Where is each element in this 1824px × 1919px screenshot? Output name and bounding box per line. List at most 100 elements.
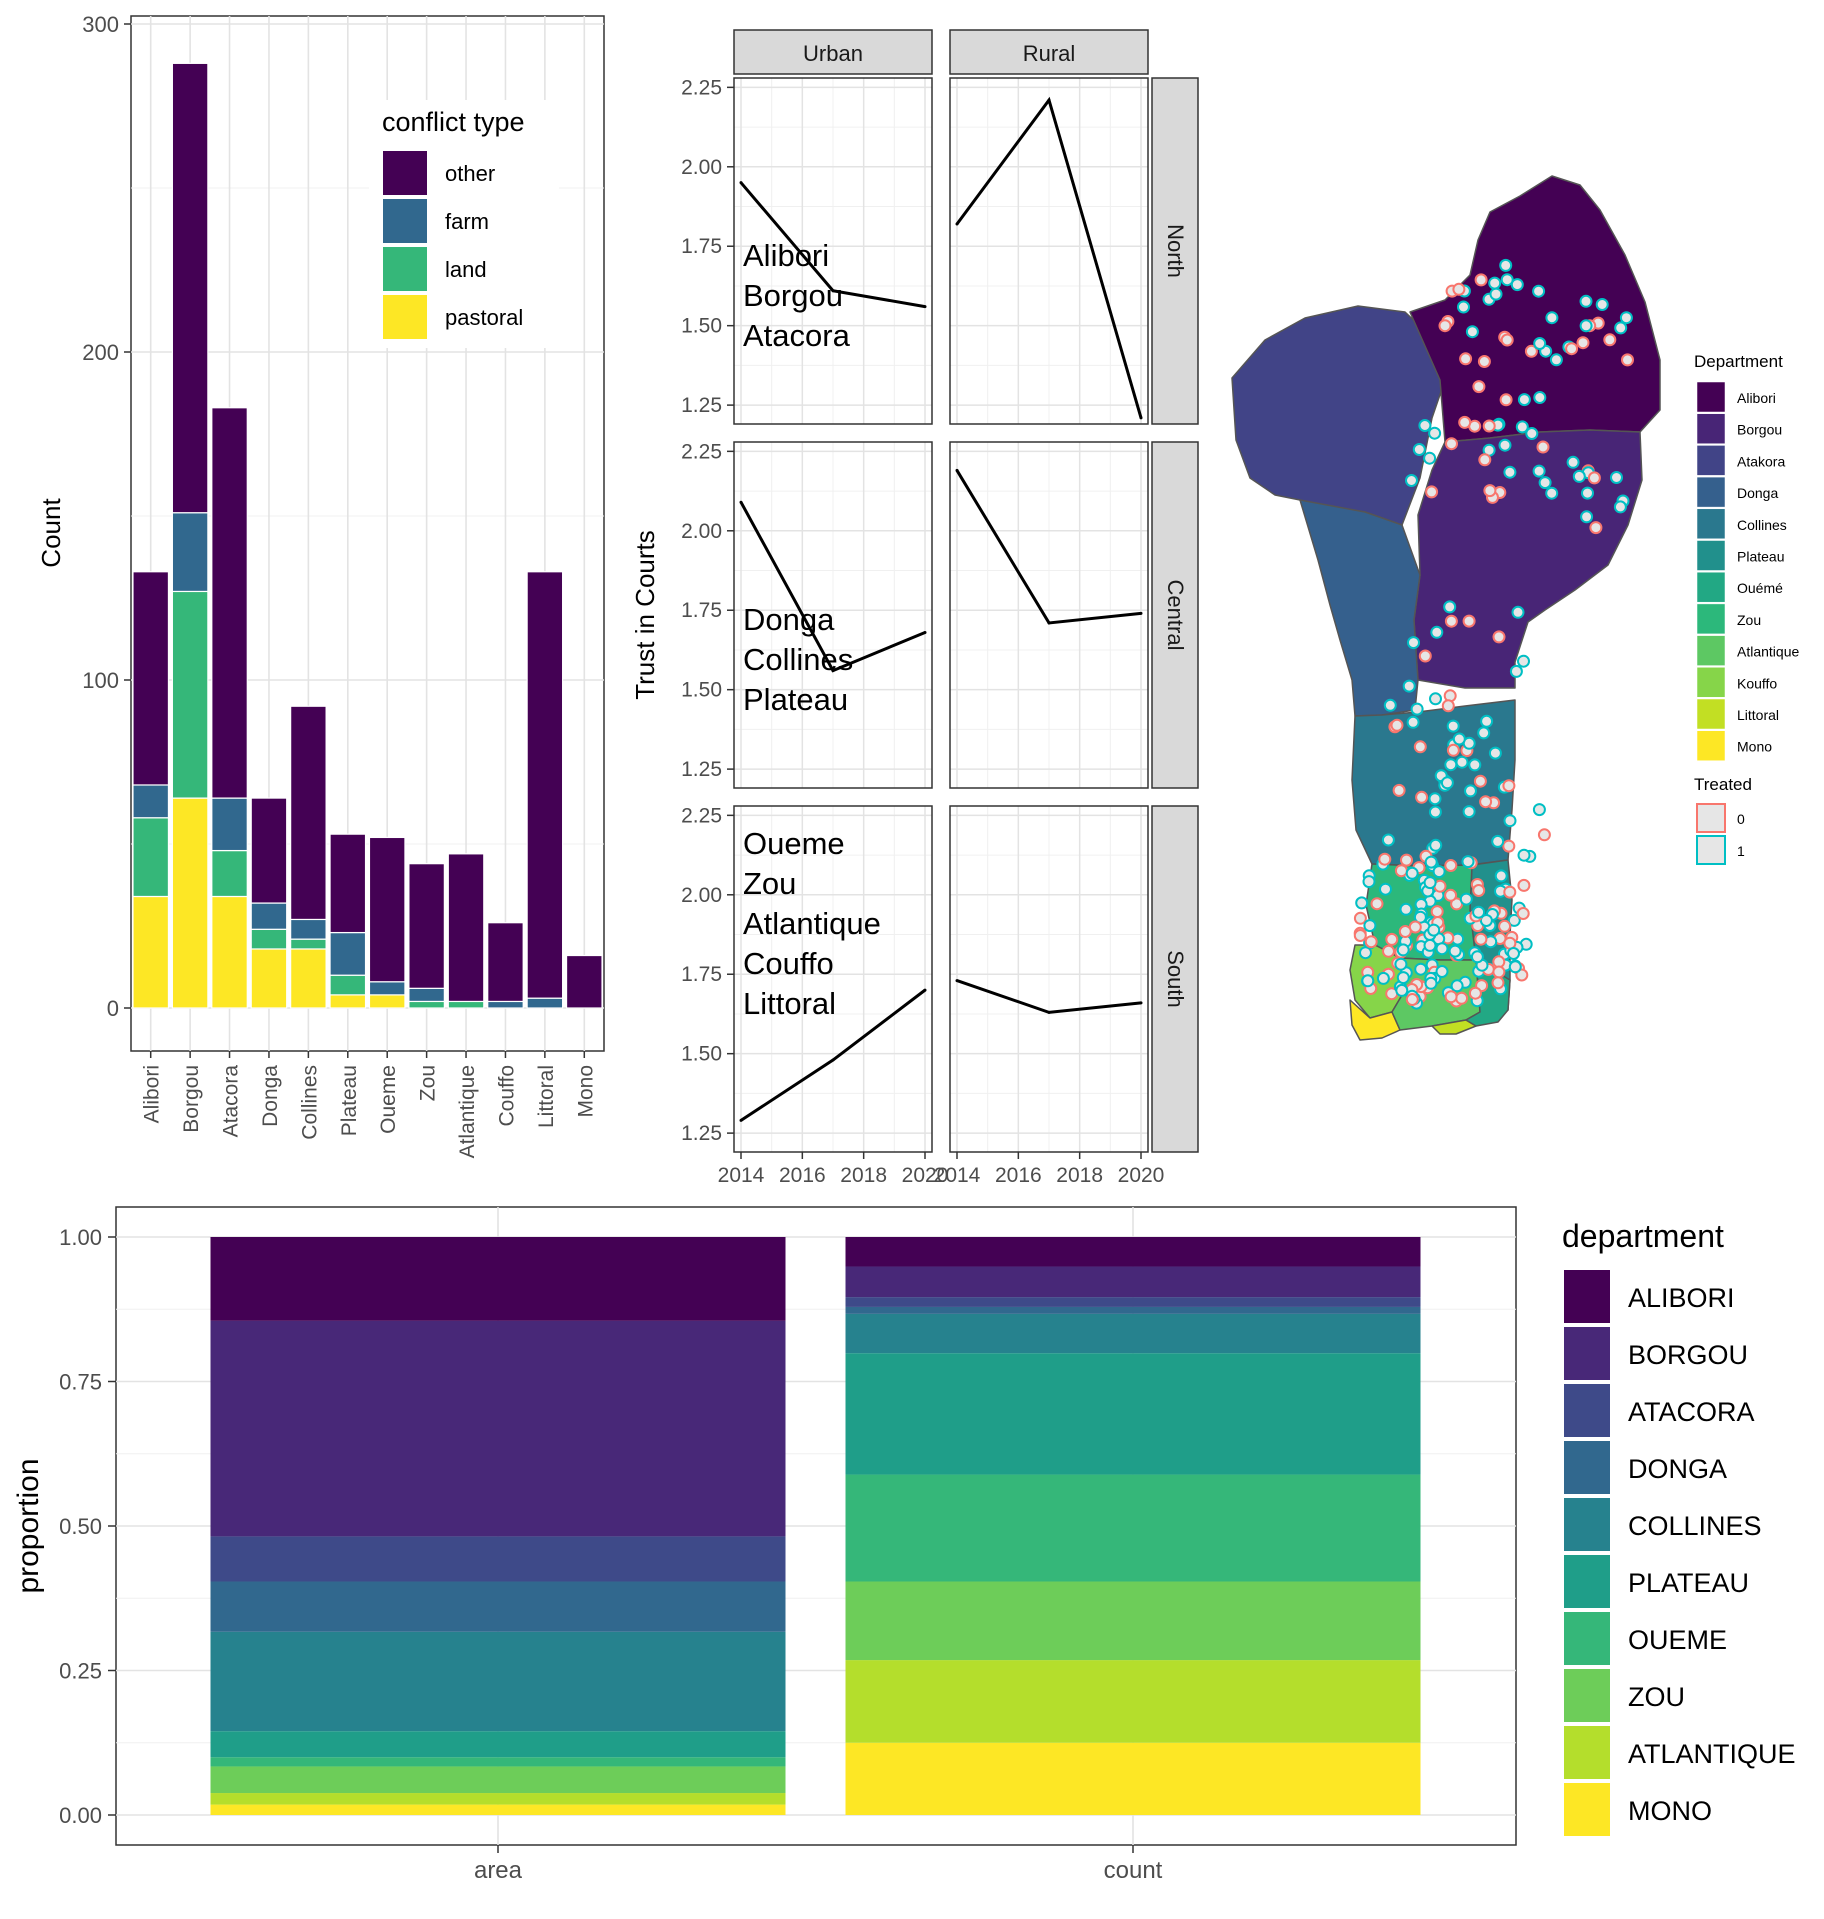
bar-alibori-farm <box>132 784 170 819</box>
treated-dot-0 <box>1517 878 1531 892</box>
treated-dot-0 <box>1491 976 1505 990</box>
treated-dot-1 <box>1457 300 1470 314</box>
legend-label-collines: COLLINES <box>1628 1511 1762 1541</box>
bar-area-collines <box>210 1631 786 1732</box>
legend-label-zou: Zou <box>1737 612 1761 628</box>
treated-dot-1 <box>1566 455 1580 469</box>
y-tick-label: 2.25 <box>681 440 722 463</box>
x-tick-label-atlantique: Atlantique <box>456 1065 479 1158</box>
y-tick-label: 1.75 <box>681 235 722 258</box>
trust-line-chart: Urban Rural North Central South Alibori Borgo… <box>630 29 1199 1187</box>
treated-dot-0 <box>1536 440 1550 454</box>
x-tick-label: 2016 <box>779 1164 826 1187</box>
legend-key-atacora <box>1564 1384 1610 1437</box>
bar-zou-farm <box>408 987 445 1003</box>
treated-dot-1 <box>1395 983 1409 997</box>
bar-atacora-farm <box>211 797 248 852</box>
bar-area-atlantique <box>210 1793 786 1805</box>
legend-key-alibori <box>1564 1270 1610 1323</box>
trust-point <box>1139 1001 1143 1005</box>
bar-plateau-farm <box>329 931 367 976</box>
treated-dot-0 <box>1390 718 1404 732</box>
treated-dot-1 <box>1511 605 1525 619</box>
map-region-littoral <box>1431 1019 1477 1035</box>
annotation-borgou: Borgou <box>743 278 843 313</box>
legend-key-zou <box>1564 1669 1610 1722</box>
x-tick-label-atacora: Atacora <box>220 1065 243 1138</box>
proportion-y-axis-label: proportion <box>12 1458 45 1593</box>
treated-dot-1 <box>1428 805 1442 819</box>
bar-area-atacora <box>210 1536 786 1582</box>
treated-dot-1 <box>1581 486 1594 500</box>
treated-dot-0 <box>1444 859 1458 872</box>
bar-count-collines <box>845 1313 1421 1354</box>
bar-area-alibori <box>210 1237 786 1321</box>
bar-couffo-other <box>487 922 524 1003</box>
y-tick-label: 1.75 <box>681 963 722 986</box>
treated-dot-0 <box>1413 740 1427 754</box>
legend-label-other: other <box>445 161 495 186</box>
bar-alibori-land <box>132 817 170 898</box>
y-tick-label: 0.00 <box>59 1803 102 1828</box>
treated-dot-0 <box>1482 419 1496 433</box>
treated-dot-1 <box>1532 284 1546 298</box>
treated-dot-1 <box>1579 294 1593 308</box>
treated-dot-0 <box>1444 614 1458 628</box>
panel-border <box>949 441 1149 789</box>
treated-dot-1 <box>1394 957 1408 971</box>
trust-point <box>739 500 743 504</box>
legend-label-land: land <box>445 257 487 282</box>
treated-dot-0 <box>1444 888 1458 902</box>
trust-y-axis-label: Trust in Courts <box>630 530 660 700</box>
treated-dot-1 <box>1412 443 1426 456</box>
treated-dot-0 <box>1589 521 1603 535</box>
x-tick-label: 2020 <box>1118 1164 1165 1187</box>
treated-dot-0 <box>1392 783 1406 797</box>
bar-collines-pastoral <box>290 948 327 1009</box>
treated-dot-0 <box>1405 993 1419 1006</box>
legend-key-plateau <box>1696 540 1726 571</box>
legend-key-mono <box>1696 730 1726 761</box>
legend-key-other <box>383 151 427 195</box>
treated-dot-0 <box>1398 925 1412 938</box>
bar-count-alibori <box>845 1237 1421 1267</box>
treated-dot-0 <box>1565 342 1579 356</box>
legend-label-atakora: Atakora <box>1737 453 1785 469</box>
panel-border <box>733 805 933 1153</box>
legend-label-plateau: Plateau <box>1737 549 1784 565</box>
x-tick-label: 2018 <box>840 1164 887 1187</box>
x-tick-label: 2018 <box>1056 1164 1103 1187</box>
legend-key-alibori <box>1696 381 1726 413</box>
bar-donga-farm <box>250 902 288 930</box>
bar-count-oueme <box>845 1474 1421 1582</box>
treated-dot-0 <box>1483 484 1497 498</box>
treated-dot-1 <box>1423 876 1437 890</box>
bar-atacora-pastoral <box>211 895 248 1009</box>
bar-donga-other <box>250 797 288 904</box>
legend-key-collines <box>1564 1498 1610 1551</box>
bar-count-atlantique <box>845 1660 1421 1743</box>
treated-dot-0 <box>1455 991 1469 1005</box>
treated-dot-1 <box>1517 393 1531 407</box>
x-tick-label: 2014 <box>718 1164 765 1187</box>
treated-dot-1 <box>1413 910 1427 924</box>
treated-dot-1 <box>1545 486 1559 500</box>
annotation-atlantique: Atlantique <box>743 906 881 941</box>
x-tick-label-littoral: Littoral <box>535 1065 558 1128</box>
treated-dot-1 <box>1500 273 1514 287</box>
legend-label-borgou: BORGOU <box>1628 1340 1748 1370</box>
conflict-legend-title: conflict type <box>382 107 525 137</box>
treated-dot-0 <box>1478 453 1492 467</box>
treated-dot-0 <box>1353 911 1367 925</box>
legend-label-littoral: Littoral <box>1737 707 1779 723</box>
treated-dot-0 <box>1492 965 1506 979</box>
annotation-couffo: Couffo <box>743 946 834 981</box>
strip-north <box>1151 77 1199 425</box>
x-tick-label: 2020 <box>902 1164 949 1187</box>
legend-label-atlantique: ATLANTIQUE <box>1628 1739 1796 1769</box>
legend-key-collines <box>1696 508 1726 540</box>
treated-dot-0 <box>1472 380 1486 394</box>
map-region-alibori <box>1409 175 1661 443</box>
treated-dot-0 <box>1524 344 1538 358</box>
treated-dot-1 <box>1498 438 1512 452</box>
